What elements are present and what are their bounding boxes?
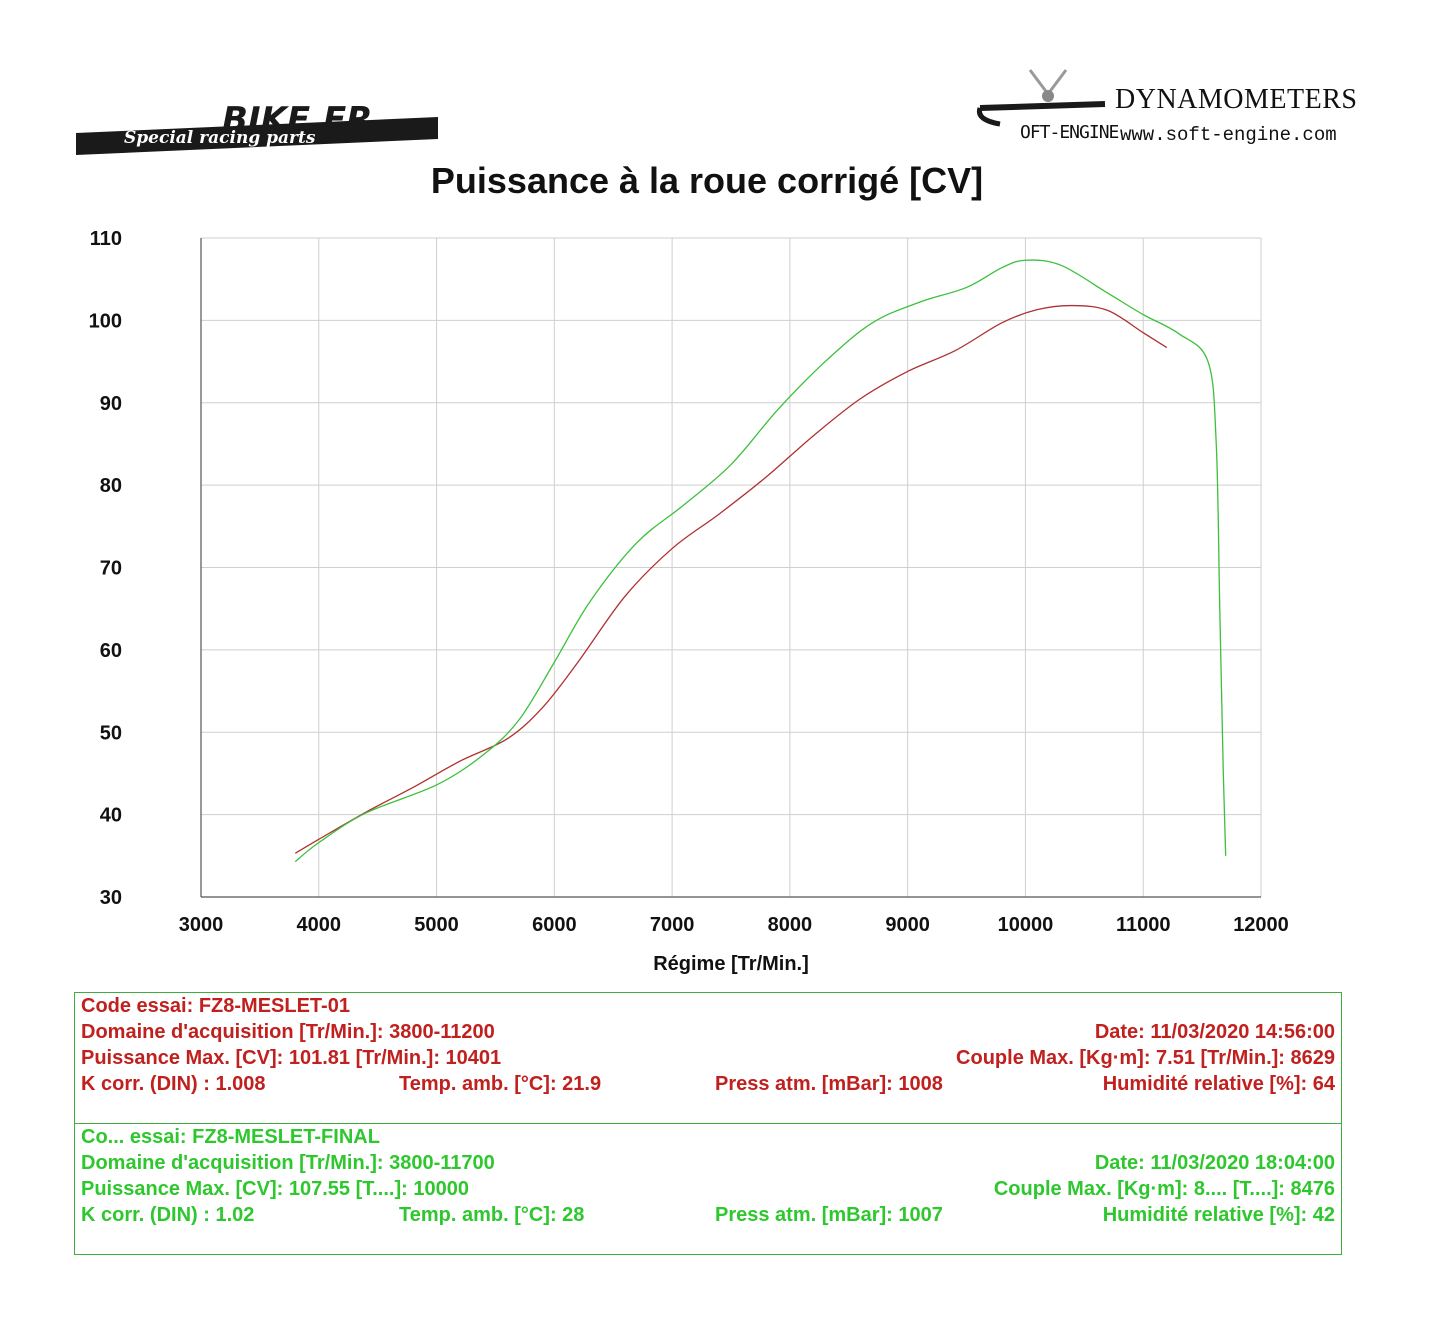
y-tick-label: 100 xyxy=(89,310,122,332)
test-date: Date: 11/03/2020 18:04:00 xyxy=(1094,1152,1335,1174)
soft-engine-brand: OFT-ENGINE xyxy=(1020,122,1119,143)
x-tick-label: 12000 xyxy=(1233,914,1289,936)
x-tick-label: 4000 xyxy=(297,914,342,936)
bikefr-logo: BIKE.FR Special racing parts xyxy=(76,100,438,155)
max-power: Puissance Max. [CV]: 107.55 [T....]: 100… xyxy=(81,1178,469,1200)
power-chart: 3000 4000 5000 6000 7000 8000 9000 10000 11000 12… xyxy=(89,228,1289,975)
x-tick-label: 5000 xyxy=(414,914,459,936)
y-tick-label: 110 xyxy=(90,228,122,250)
press-atm: Press atm. [mBar]: 1008 xyxy=(715,1073,943,1095)
test-date: Date: 11/03/2020 14:56:00 xyxy=(1094,1021,1335,1043)
x-tick-label: 10000 xyxy=(998,914,1054,936)
press-atm: Press atm. [mBar]: 1007 xyxy=(715,1204,943,1226)
soft-engine-url: www.soft-engine.com xyxy=(1120,124,1337,146)
x-tick-label: 6000 xyxy=(532,914,577,936)
test-info-box-2: Co... essai: FZ8-MESLET-FINAL Domaine d'… xyxy=(74,1123,1342,1255)
logo-tagline: Special racing parts xyxy=(124,128,316,148)
info-row: Puissance Max. [CV]: 101.81 [Tr/Min.]: 1… xyxy=(81,1047,1335,1073)
series-line-run-final xyxy=(294,259,1227,863)
y-tick-label: 60 xyxy=(100,640,122,662)
k-corr: K corr. (DIN) : 1.02 xyxy=(81,1204,255,1226)
info-row: K corr. (DIN) : 1.008 Temp. amb. [°C]: 2… xyxy=(81,1073,1335,1099)
info-row: Puissance Max. [CV]: 107.55 [T....]: 100… xyxy=(81,1178,1335,1204)
acquisition-range: Domaine d'acquisition [Tr/Min.]: 3800-11… xyxy=(81,1021,495,1043)
info-row: Code essai: FZ8-MESLET-01 xyxy=(81,995,1335,1021)
info-row: Domaine d'acquisition [Tr/Min.]: 3800-11… xyxy=(81,1021,1335,1047)
dynamometers-title: DYNAMOMETERS xyxy=(1115,84,1358,115)
temp-amb: Temp. amb. [°C]: 28 xyxy=(399,1204,585,1226)
y-tick-label: 80 xyxy=(100,475,122,497)
humidity: Humidité relative [%]: 42 xyxy=(1102,1204,1335,1226)
x-tick-label: 9000 xyxy=(885,914,930,936)
temp-amb: Temp. amb. [°C]: 21.9 xyxy=(399,1073,602,1095)
test-code: Code essai: FZ8-MESLET-01 xyxy=(81,995,350,1017)
test-info-box-1: Code essai: FZ8-MESLET-01 Domaine d'acqu… xyxy=(74,992,1342,1124)
x-tick-label: 7000 xyxy=(650,914,695,936)
humidity: Humidité relative [%]: 64 xyxy=(1102,1073,1335,1095)
max-torque: Couple Max. [Kg·m]: 8.... [T....]: 8476 xyxy=(993,1178,1335,1200)
max-torque: Couple Max. [Kg·m]: 7.51 [Tr/Min.]: 8629 xyxy=(956,1047,1335,1069)
series-line-run-01 xyxy=(294,304,1168,854)
y-tick-label: 90 xyxy=(100,393,122,415)
x-tick-label: 8000 xyxy=(768,914,813,936)
y-tick-label: 70 xyxy=(100,558,122,580)
max-power: Puissance Max. [CV]: 101.81 [Tr/Min.]: 1… xyxy=(81,1047,502,1069)
acquisition-range: Domaine d'acquisition [Tr/Min.]: 3800-11… xyxy=(81,1152,495,1174)
info-row: K corr. (DIN) : 1.02 Temp. amb. [°C]: 28… xyxy=(81,1204,1335,1230)
logo-wordmark: BIKE.FR xyxy=(222,100,372,140)
y-tick-label: 30 xyxy=(100,887,122,909)
x-tick-label: 11000 xyxy=(1116,914,1171,936)
info-row: Co... essai: FZ8-MESLET-FINAL xyxy=(81,1126,1335,1152)
info-row: Domaine d'acquisition [Tr/Min.]: 3800-11… xyxy=(81,1152,1335,1178)
x-tick-label: 3000 xyxy=(179,914,224,936)
chart-title: Puissance à la roue corrigé [CV] xyxy=(430,160,984,201)
y-tick-label: 40 xyxy=(100,805,122,827)
k-corr: K corr. (DIN) : 1.008 xyxy=(81,1073,266,1095)
y-tick-label: 50 xyxy=(100,722,122,744)
test-code: Co... essai: FZ8-MESLET-FINAL xyxy=(81,1126,380,1148)
x-axis-title: Régime [Tr/Min.] xyxy=(653,953,809,975)
soft-engine-logo xyxy=(976,69,1106,127)
